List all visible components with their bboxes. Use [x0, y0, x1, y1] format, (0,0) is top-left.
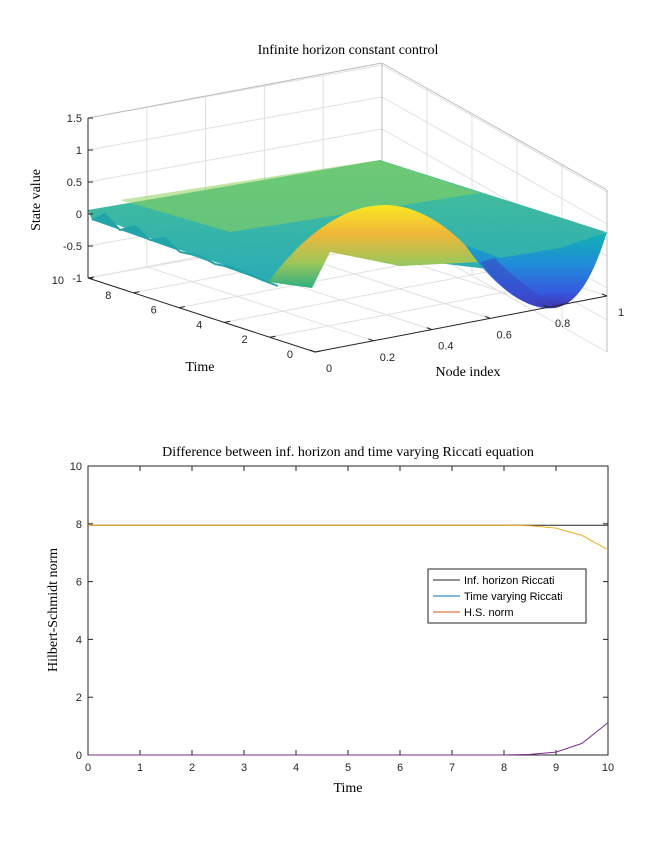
- plot1-title: Infinite horizon constant control: [258, 43, 439, 58]
- node-tick-label: 1: [618, 307, 624, 319]
- plot1-ylabel: Time: [185, 360, 214, 375]
- y-tick-label: 2: [76, 692, 82, 704]
- plot2-ylabel: Hilbert-Schmidt norm: [46, 548, 61, 672]
- node-tick-label: 0: [326, 363, 332, 375]
- legend-label-hs-norm: H.S. norm: [464, 607, 514, 619]
- surface-plot: -1 -0.5 0 0.5 1 1.5 0 2 4 6 8 10 0 0.2 0.4 0.6 0.8 1 Infi…: [29, 43, 624, 380]
- series-lines: [88, 524, 609, 756]
- ticks-3d: -1 -0.5 0 0.5 1 1.5 0 2 4 6 8 10 0 0.2 0.4 0.6 0.8 1: [52, 113, 624, 375]
- time-tick-label: 10: [52, 275, 64, 287]
- x-tick-label: 10: [602, 762, 614, 774]
- plot2-title: Difference between inf. horizon and time…: [162, 445, 534, 460]
- time-tick-label: 6: [151, 305, 157, 317]
- time-tick-label: 8: [105, 290, 111, 302]
- x-tick-label: 8: [501, 762, 507, 774]
- series-line-2: [88, 722, 609, 756]
- surface-mesh: [88, 160, 607, 309]
- legend: Inf. horizon Riccati Time varying Riccat…: [427, 568, 587, 624]
- y-tick-label: 0: [76, 750, 82, 762]
- plot1-zlabel: State value: [29, 169, 44, 231]
- axis-box: [87, 62, 608, 352]
- series-line-1: [88, 524, 609, 551]
- x-tick-label: 1: [137, 762, 143, 774]
- x-tick-label: 4: [293, 762, 299, 774]
- z-tick-label: 0.5: [67, 177, 82, 189]
- surface-hump: [268, 205, 480, 288]
- x-tick-label: 6: [397, 762, 403, 774]
- node-tick-label: 0.8: [555, 318, 570, 330]
- legend-label-time-varying: Time varying Riccati: [464, 591, 563, 603]
- z-tick-label: 1.5: [67, 113, 82, 125]
- z-tick-label: 0: [76, 209, 82, 221]
- x-tick-label: 3: [241, 762, 247, 774]
- legend-label-inf-horizon: Inf. horizon Riccati: [464, 575, 554, 587]
- x-tick-label: 7: [449, 762, 455, 774]
- y-tick-label: 6: [76, 577, 82, 589]
- node-tick-label: 0.4: [438, 341, 453, 353]
- surface-edge: [91, 212, 279, 287]
- z-tick-label: -1: [72, 273, 82, 285]
- plot1-xlabel: Node index: [436, 365, 501, 380]
- x-tick-label: 9: [553, 762, 559, 774]
- time-tick-label: 4: [196, 319, 202, 331]
- z-tick-label: 1: [76, 145, 82, 157]
- plot2-xlabel: Time: [333, 781, 362, 796]
- front-axes: [87, 118, 608, 353]
- y-tick-label: 10: [70, 461, 82, 473]
- y-tick-label: 4: [76, 634, 82, 646]
- x-tick-label: 2: [189, 762, 195, 774]
- time-tick-label: 2: [241, 334, 247, 346]
- time-tick-label: 0: [287, 349, 293, 361]
- x-tick-label: 5: [345, 762, 351, 774]
- node-tick-label: 0.2: [380, 352, 395, 364]
- y-tick-label: 8: [76, 519, 82, 531]
- x-tick-label: 0: [85, 762, 91, 774]
- surface-valley-shade: [480, 258, 555, 309]
- surface-valley: [465, 232, 607, 309]
- z-tick-label: -0.5: [63, 241, 82, 253]
- surface-band: [120, 160, 480, 232]
- line-plot: 0 1 2 3 4 5 6 7 8 9 10 0 2 4 6 8 10 Difference between i…: [46, 445, 614, 796]
- node-tick-label: 0.6: [497, 329, 512, 341]
